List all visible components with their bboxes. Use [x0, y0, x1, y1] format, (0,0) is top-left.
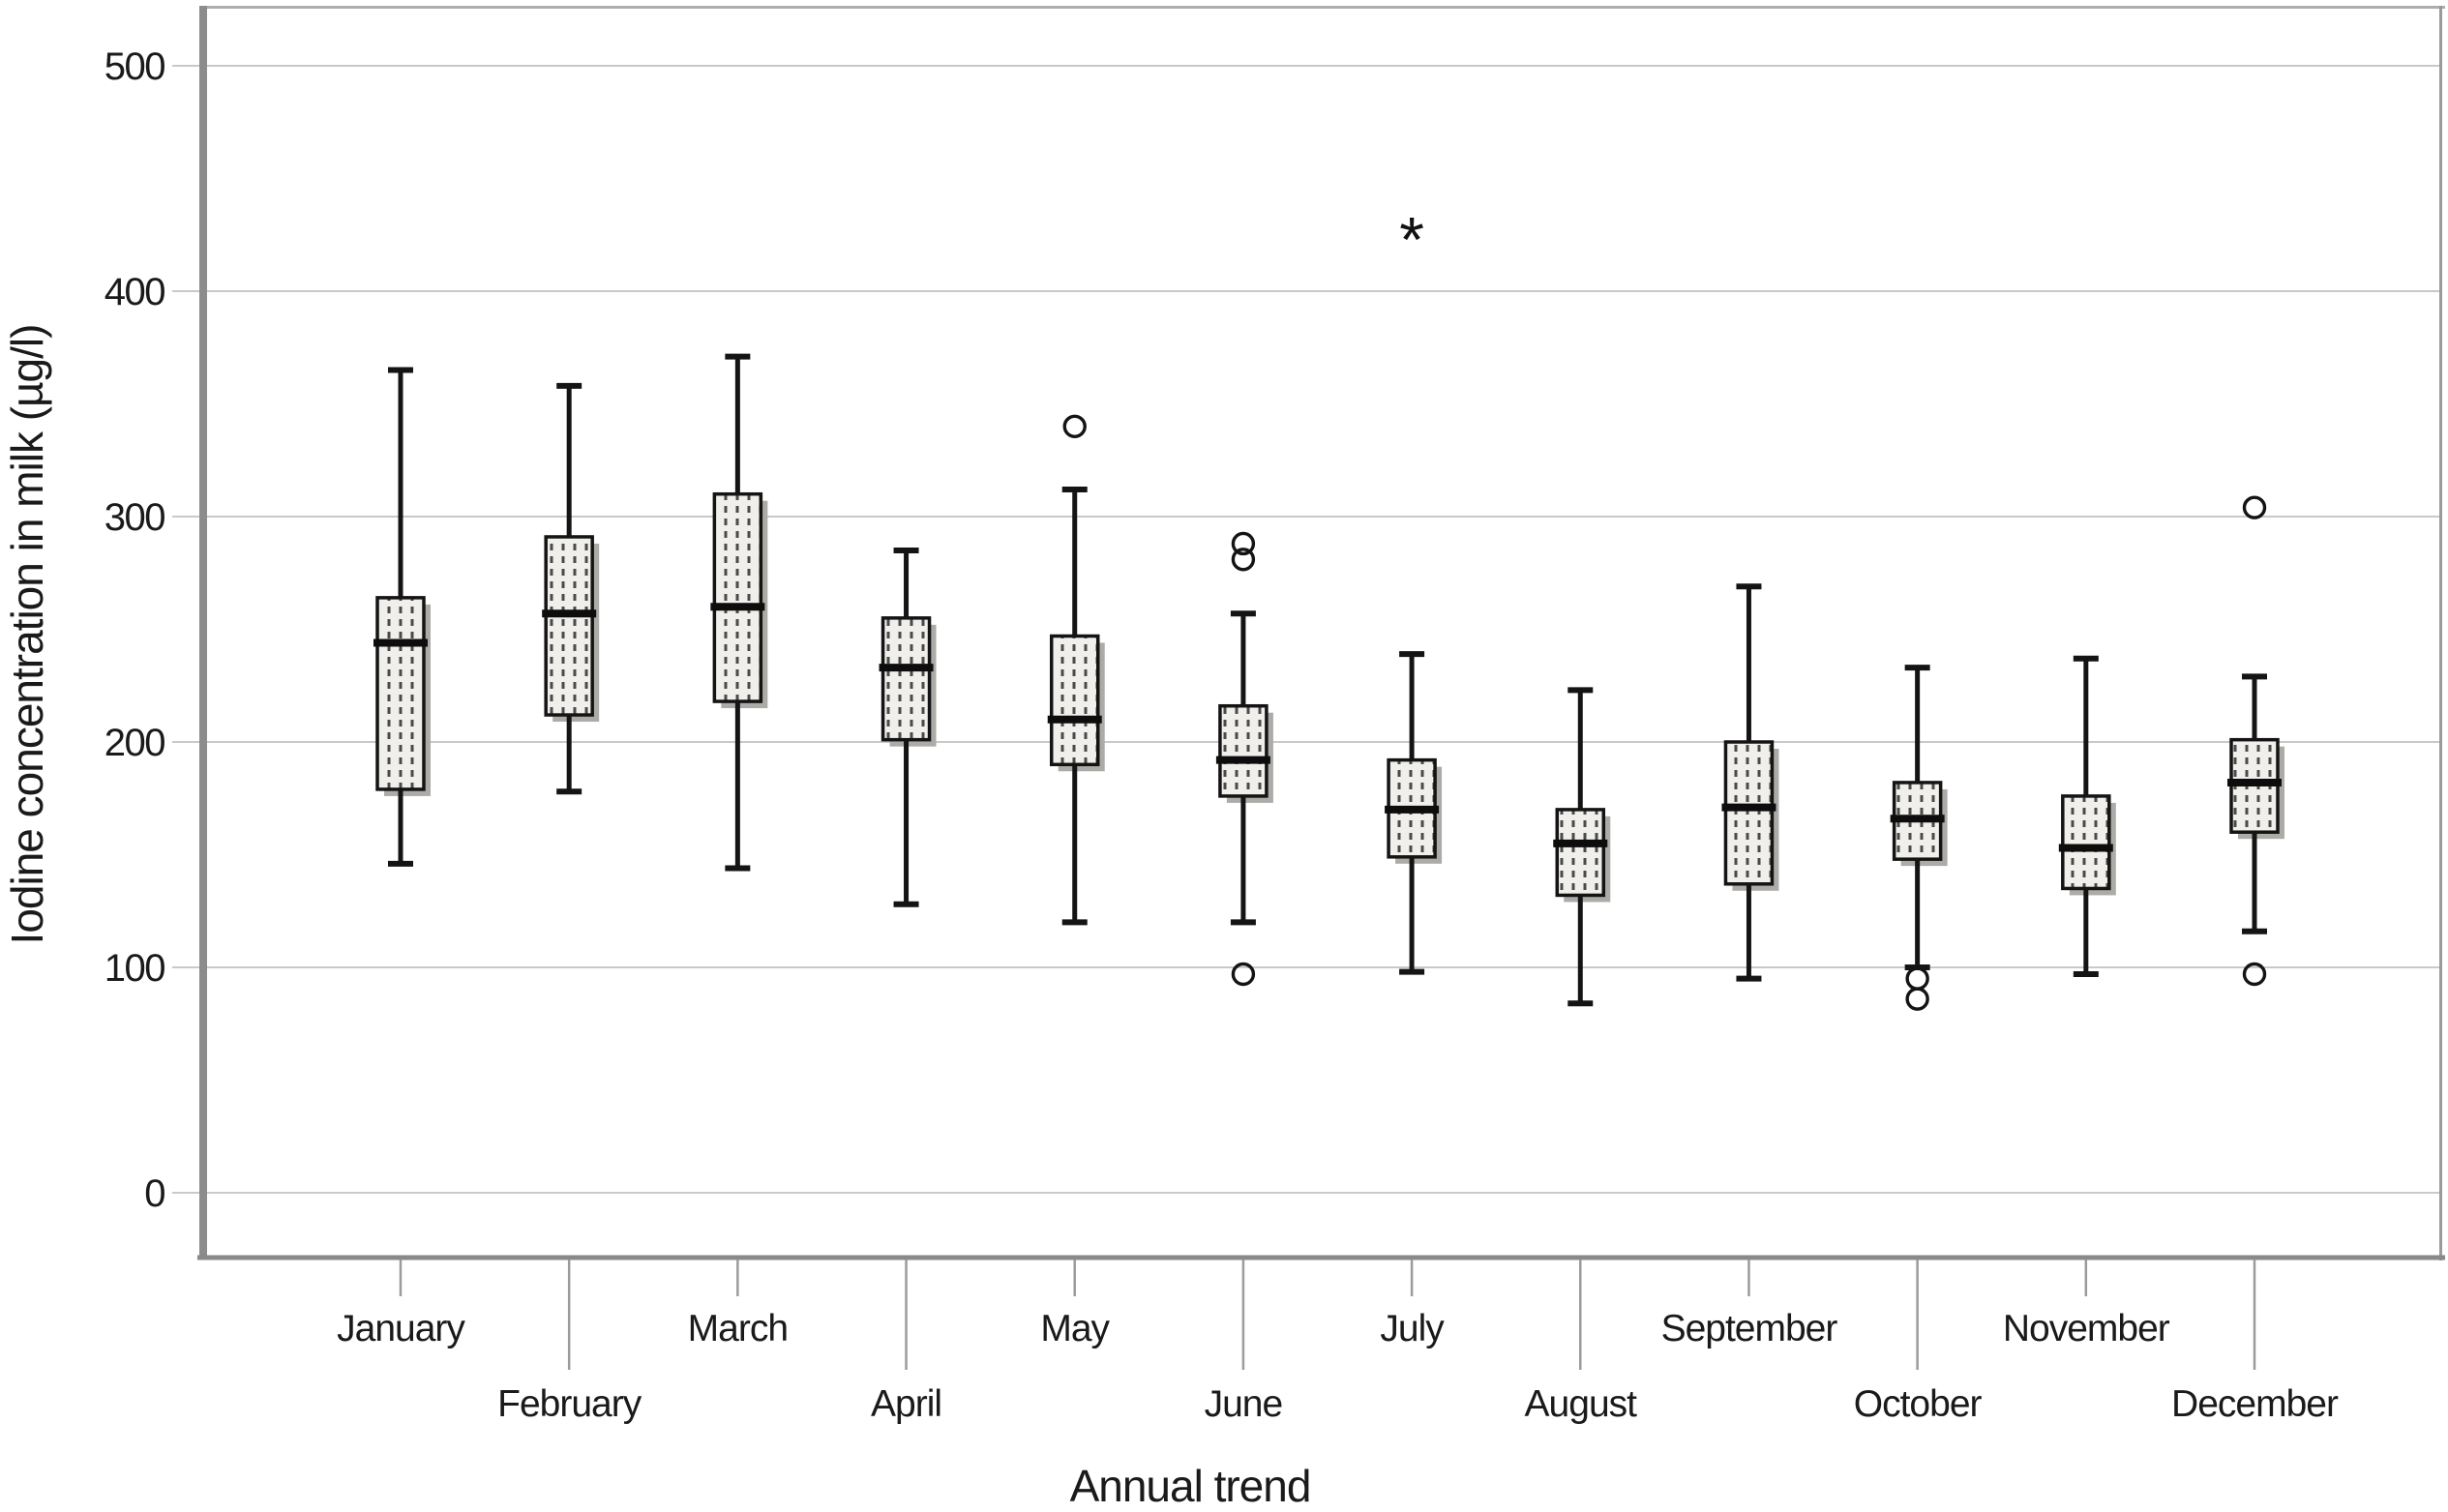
x-tick-label: June	[1205, 1383, 1283, 1425]
extreme-asterisk: *	[1399, 203, 1424, 275]
boxplot-march	[710, 353, 768, 872]
boxplot-october	[1890, 665, 1948, 1011]
outlier-circle	[1905, 987, 1929, 1011]
iqr-box	[1218, 703, 1269, 798]
plot-area: 0 100 200 300 400 500 * January February March Apr…	[104, 6, 2445, 1425]
x-tick-label: January	[337, 1308, 465, 1349]
x-tick-label: December	[2171, 1383, 2339, 1425]
outlier-circle	[1231, 548, 1256, 572]
iqr-box	[1555, 808, 1606, 898]
y-tick-label: 500	[104, 45, 164, 88]
boxplot-november	[2058, 655, 2116, 977]
outlier-circle	[2242, 962, 2267, 987]
x-tick-label: May	[1040, 1308, 1110, 1349]
boxplot-july: *	[1385, 203, 1443, 975]
boxplot-september	[1721, 583, 1779, 982]
iqr-box	[712, 491, 763, 703]
x-tick-label: February	[497, 1383, 642, 1425]
y-axis-line	[199, 6, 207, 1258]
boxplot-january	[373, 367, 431, 867]
x-tick-label: August	[1525, 1383, 1638, 1425]
outlier-circle	[2242, 495, 2267, 519]
x-tick-label: October	[1854, 1383, 1983, 1425]
boxplot-february	[542, 382, 600, 795]
y-tick-label: 300	[104, 496, 164, 539]
iqr-box	[2061, 794, 2111, 891]
boxplot-april	[879, 547, 937, 907]
boxplot-may	[1047, 414, 1105, 926]
x-axis-title: Annual trend	[1070, 1461, 1311, 1511]
iqr-box	[881, 616, 932, 742]
outlier-circle	[1231, 531, 1256, 556]
boxplot-december	[2227, 495, 2284, 987]
iqr-box	[1049, 634, 1100, 767]
boxplot-june	[1215, 531, 1273, 987]
outlier-circle	[1905, 966, 1929, 991]
iqr-box	[1723, 740, 1775, 886]
y-tick-label: 400	[104, 271, 164, 313]
boxplot-august	[1553, 687, 1611, 1007]
iqr-box	[544, 535, 594, 717]
x-tick-label: April	[871, 1383, 941, 1425]
y-tick-label: 200	[104, 722, 164, 764]
y-tick-label: 100	[104, 947, 164, 990]
outlier-circle	[1062, 414, 1087, 438]
y-tick-label: 0	[144, 1172, 164, 1215]
y-axis-title: Iodine concentration in milk (µg/l)	[2, 325, 52, 945]
x-tick-label: September	[1661, 1308, 1838, 1349]
x-tick-label: March	[688, 1308, 788, 1349]
x-tick-label: November	[2003, 1308, 2170, 1349]
outlier-circle	[1231, 962, 1256, 987]
iqr-box	[375, 596, 426, 791]
x-tick-label: July	[1380, 1308, 1445, 1349]
